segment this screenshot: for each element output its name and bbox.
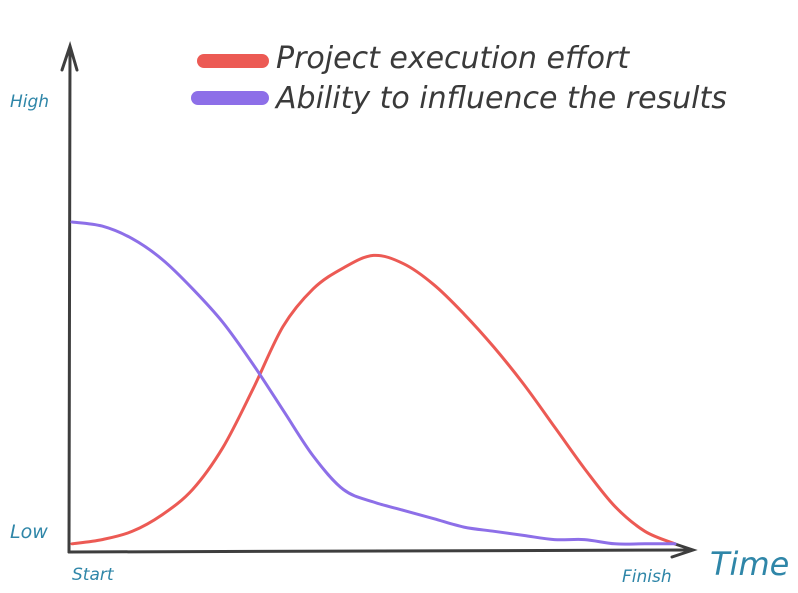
series-line-project-execution-effort [70,253,677,546]
y-tick-low: Low [10,521,48,543]
y-axis-line [67,46,72,554]
legend-label-effort: Project execution effort [276,41,630,76]
series-line-ability-to-influence [70,220,677,546]
y-tick-high: High [10,92,49,112]
legend: Project execution effort Ability to infl… [191,41,727,116]
legend-label-ability: Ability to influence the results [274,81,727,116]
axes [60,40,698,559]
series-layer [70,220,677,546]
x-tick-finish: Finish [622,567,672,587]
x-tick-start: Start [72,565,115,585]
y-axis-arrowhead [60,40,79,72]
x-axis-line [67,548,694,554]
x-axis-arrowhead [670,541,698,559]
x-axis-label: Time [710,545,789,583]
